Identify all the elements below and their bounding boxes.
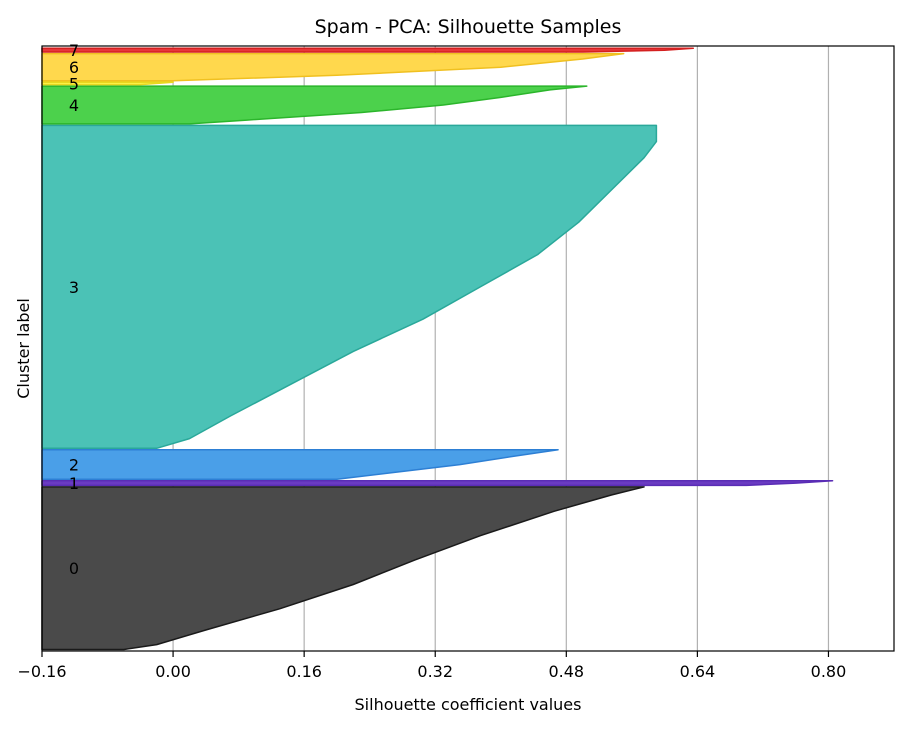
cluster-1-silhouette: [41, 480, 834, 487]
cluster-label-layer: 0 12 3 4 567: [69, 41, 79, 578]
y-axis-title: Cluster label: [14, 298, 33, 399]
cluster-7-silhouette: [41, 47, 695, 53]
x-tick-label-5: 0.64: [680, 662, 716, 681]
cluster-label-4: 4: [69, 96, 79, 115]
cluster-label-5: 5: [69, 74, 79, 93]
cluster-5-silhouette: [41, 81, 174, 86]
cluster-label-3: 3: [69, 278, 79, 297]
cluster-label-2: 2: [69, 456, 79, 475]
cluster-label-1: 1: [69, 474, 79, 493]
cluster-2-silhouette: [41, 449, 559, 481]
chart-title: Spam - PCA: Silhouette Samples: [315, 16, 622, 38]
x-tick-label-2: 0.16: [286, 662, 322, 681]
x-tick-label-4: 0.48: [548, 662, 584, 681]
x-axis-title: Silhouette coefficient values: [355, 695, 582, 714]
x-tick-label-6: 0.80: [811, 662, 847, 681]
tick-layer: −0.16 0.00 0.16 0.32 0.48 0.64 0.80: [17, 651, 846, 681]
cluster-label-0: 0: [69, 559, 79, 578]
x-tick-label-0: −0.16: [17, 662, 66, 681]
cluster-6-silhouette: [41, 52, 625, 82]
cluster-label-6: 6: [69, 58, 79, 77]
cluster-3-silhouette: [41, 124, 658, 450]
plot-frame: [41, 45, 895, 652]
x-tick-label-1: 0.00: [155, 662, 191, 681]
x-tick-label-3: 0.32: [417, 662, 453, 681]
cluster-4-silhouette: [41, 85, 588, 125]
cluster-0-silhouette: [41, 486, 645, 651]
cluster-label-7: 7: [69, 41, 79, 60]
silhouette-layer: [41, 47, 834, 651]
